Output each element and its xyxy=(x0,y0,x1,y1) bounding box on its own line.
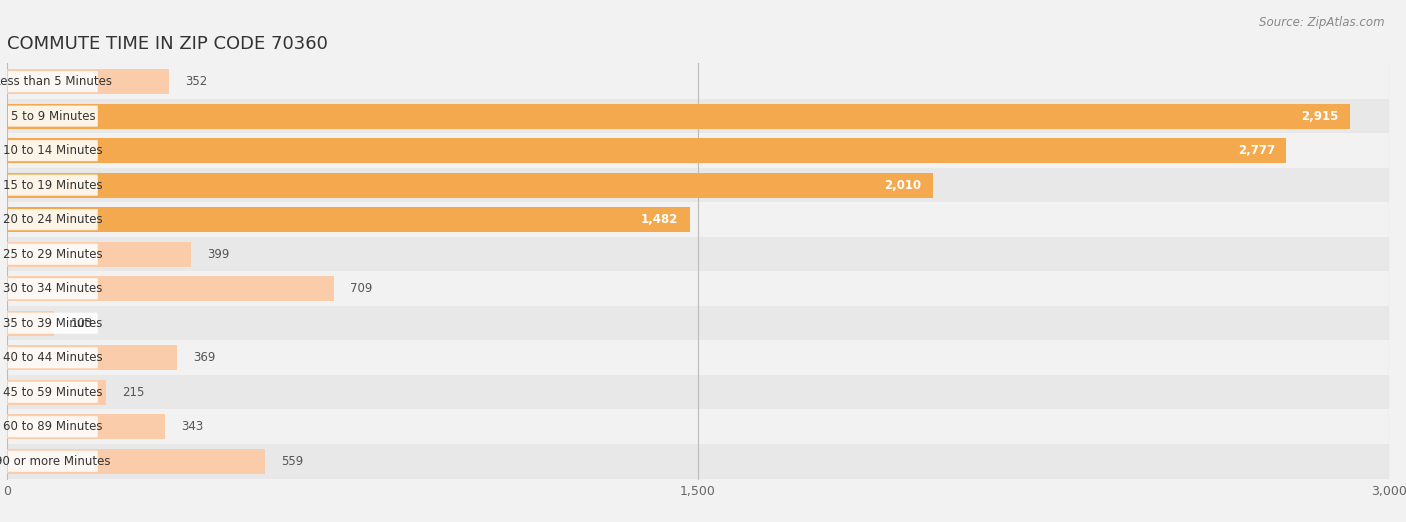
Bar xyxy=(7,173,934,198)
Bar xyxy=(7,414,165,439)
Text: 2,777: 2,777 xyxy=(1237,144,1275,157)
Bar xyxy=(7,69,169,94)
Bar xyxy=(7,99,1389,134)
Bar xyxy=(7,237,1389,271)
Bar xyxy=(7,345,177,370)
FancyBboxPatch shape xyxy=(8,416,98,437)
FancyBboxPatch shape xyxy=(8,278,98,299)
Bar xyxy=(7,306,1389,340)
Text: 60 to 89 Minutes: 60 to 89 Minutes xyxy=(3,420,103,433)
FancyBboxPatch shape xyxy=(8,244,98,265)
Bar xyxy=(7,276,333,301)
Bar xyxy=(7,340,1389,375)
Text: 215: 215 xyxy=(122,386,145,399)
FancyBboxPatch shape xyxy=(8,347,98,368)
Text: 45 to 59 Minutes: 45 to 59 Minutes xyxy=(3,386,103,399)
Bar xyxy=(7,104,1350,128)
Text: 709: 709 xyxy=(350,282,373,295)
FancyBboxPatch shape xyxy=(8,175,98,196)
Bar xyxy=(7,64,1389,99)
Bar xyxy=(7,380,105,405)
Text: 103: 103 xyxy=(70,317,93,330)
Text: 10 to 14 Minutes: 10 to 14 Minutes xyxy=(3,144,103,157)
Text: 35 to 39 Minutes: 35 to 39 Minutes xyxy=(3,317,103,330)
Bar xyxy=(7,409,1389,444)
FancyBboxPatch shape xyxy=(8,450,98,472)
Text: 40 to 44 Minutes: 40 to 44 Minutes xyxy=(3,351,103,364)
Bar xyxy=(7,134,1389,168)
Bar xyxy=(7,449,264,473)
Text: 2,915: 2,915 xyxy=(1301,110,1339,123)
Text: 25 to 29 Minutes: 25 to 29 Minutes xyxy=(3,247,103,260)
FancyBboxPatch shape xyxy=(8,140,98,161)
Text: 352: 352 xyxy=(186,75,208,88)
Text: 343: 343 xyxy=(181,420,204,433)
Text: 2,010: 2,010 xyxy=(884,179,921,192)
Text: 1,482: 1,482 xyxy=(641,213,678,226)
FancyBboxPatch shape xyxy=(8,313,98,334)
FancyBboxPatch shape xyxy=(8,382,98,403)
Text: 30 to 34 Minutes: 30 to 34 Minutes xyxy=(3,282,103,295)
Bar xyxy=(7,138,1286,163)
Bar xyxy=(7,375,1389,409)
Bar xyxy=(7,271,1389,306)
Text: 15 to 19 Minutes: 15 to 19 Minutes xyxy=(3,179,103,192)
Bar xyxy=(7,444,1389,479)
Bar xyxy=(7,168,1389,203)
Text: 369: 369 xyxy=(193,351,215,364)
Text: Less than 5 Minutes: Less than 5 Minutes xyxy=(0,75,112,88)
FancyBboxPatch shape xyxy=(8,105,98,127)
Text: 5 to 9 Minutes: 5 to 9 Minutes xyxy=(11,110,96,123)
Text: 399: 399 xyxy=(207,247,229,260)
Text: 90 or more Minutes: 90 or more Minutes xyxy=(0,455,111,468)
Text: Source: ZipAtlas.com: Source: ZipAtlas.com xyxy=(1260,16,1385,29)
Text: 559: 559 xyxy=(281,455,302,468)
Bar xyxy=(7,242,191,267)
Bar xyxy=(7,207,690,232)
Bar xyxy=(7,203,1389,237)
Text: COMMUTE TIME IN ZIP CODE 70360: COMMUTE TIME IN ZIP CODE 70360 xyxy=(7,35,328,53)
Bar xyxy=(7,311,55,336)
FancyBboxPatch shape xyxy=(8,71,98,92)
FancyBboxPatch shape xyxy=(8,209,98,230)
Text: 20 to 24 Minutes: 20 to 24 Minutes xyxy=(3,213,103,226)
